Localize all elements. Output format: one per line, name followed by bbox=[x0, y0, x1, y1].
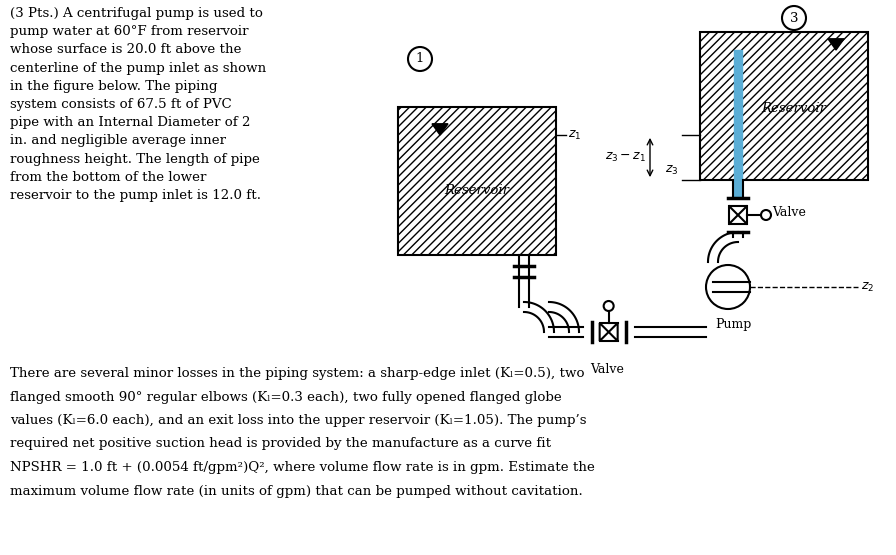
Text: values (Kₗ=6.0 each), and an exit loss into the upper reservoir (Kₗ=1.05). The p: values (Kₗ=6.0 each), and an exit loss i… bbox=[10, 414, 587, 427]
Bar bbox=[700, 32, 868, 180]
Bar bbox=[398, 107, 556, 255]
Circle shape bbox=[408, 47, 432, 71]
Text: NPSHR = 1.0 ft + (0.0054 ft/gpm²)Q², where volume flow rate is in gpm. Estimate : NPSHR = 1.0 ft + (0.0054 ft/gpm²)Q², whe… bbox=[10, 461, 595, 474]
Text: $z_3$: $z_3$ bbox=[665, 164, 678, 177]
Text: Reservoir: Reservoir bbox=[444, 184, 510, 196]
Text: flanged smooth 90° regular elbows (Kₗ=0.3 each), two fully opened flanged globe: flanged smooth 90° regular elbows (Kₗ=0.… bbox=[10, 391, 562, 403]
Text: Valve: Valve bbox=[590, 363, 624, 376]
Text: $z_3 - z_1$: $z_3 - z_1$ bbox=[605, 151, 646, 164]
Text: $z_1$: $z_1$ bbox=[568, 128, 582, 142]
Polygon shape bbox=[828, 39, 844, 50]
Text: $z_2$: $z_2$ bbox=[861, 280, 874, 294]
Polygon shape bbox=[729, 206, 747, 215]
Circle shape bbox=[706, 265, 750, 309]
Text: maximum volume flow rate (in units of gpm) that can be pumped without cavitation: maximum volume flow rate (in units of gp… bbox=[10, 485, 582, 497]
Text: required net positive suction head is provided by the manufacture as a curve fit: required net positive suction head is pr… bbox=[10, 437, 551, 451]
Circle shape bbox=[782, 6, 806, 30]
Polygon shape bbox=[729, 215, 747, 224]
Text: (3 Pts.) A centrifugal pump is used to
pump water at 60°F from reservoir
whose s: (3 Pts.) A centrifugal pump is used to p… bbox=[10, 7, 266, 202]
Text: There are several minor losses in the piping system: a sharp-edge inlet (Kₗ=0.5): There are several minor losses in the pi… bbox=[10, 367, 584, 380]
Text: Valve: Valve bbox=[772, 206, 806, 219]
Polygon shape bbox=[608, 323, 617, 341]
Text: Pump: Pump bbox=[715, 318, 751, 331]
Polygon shape bbox=[599, 323, 608, 341]
Polygon shape bbox=[432, 124, 448, 135]
Text: 1: 1 bbox=[416, 53, 424, 65]
Text: Reservoir: Reservoir bbox=[762, 102, 826, 114]
Circle shape bbox=[604, 301, 614, 311]
Text: 3: 3 bbox=[789, 12, 798, 24]
Circle shape bbox=[761, 210, 771, 220]
